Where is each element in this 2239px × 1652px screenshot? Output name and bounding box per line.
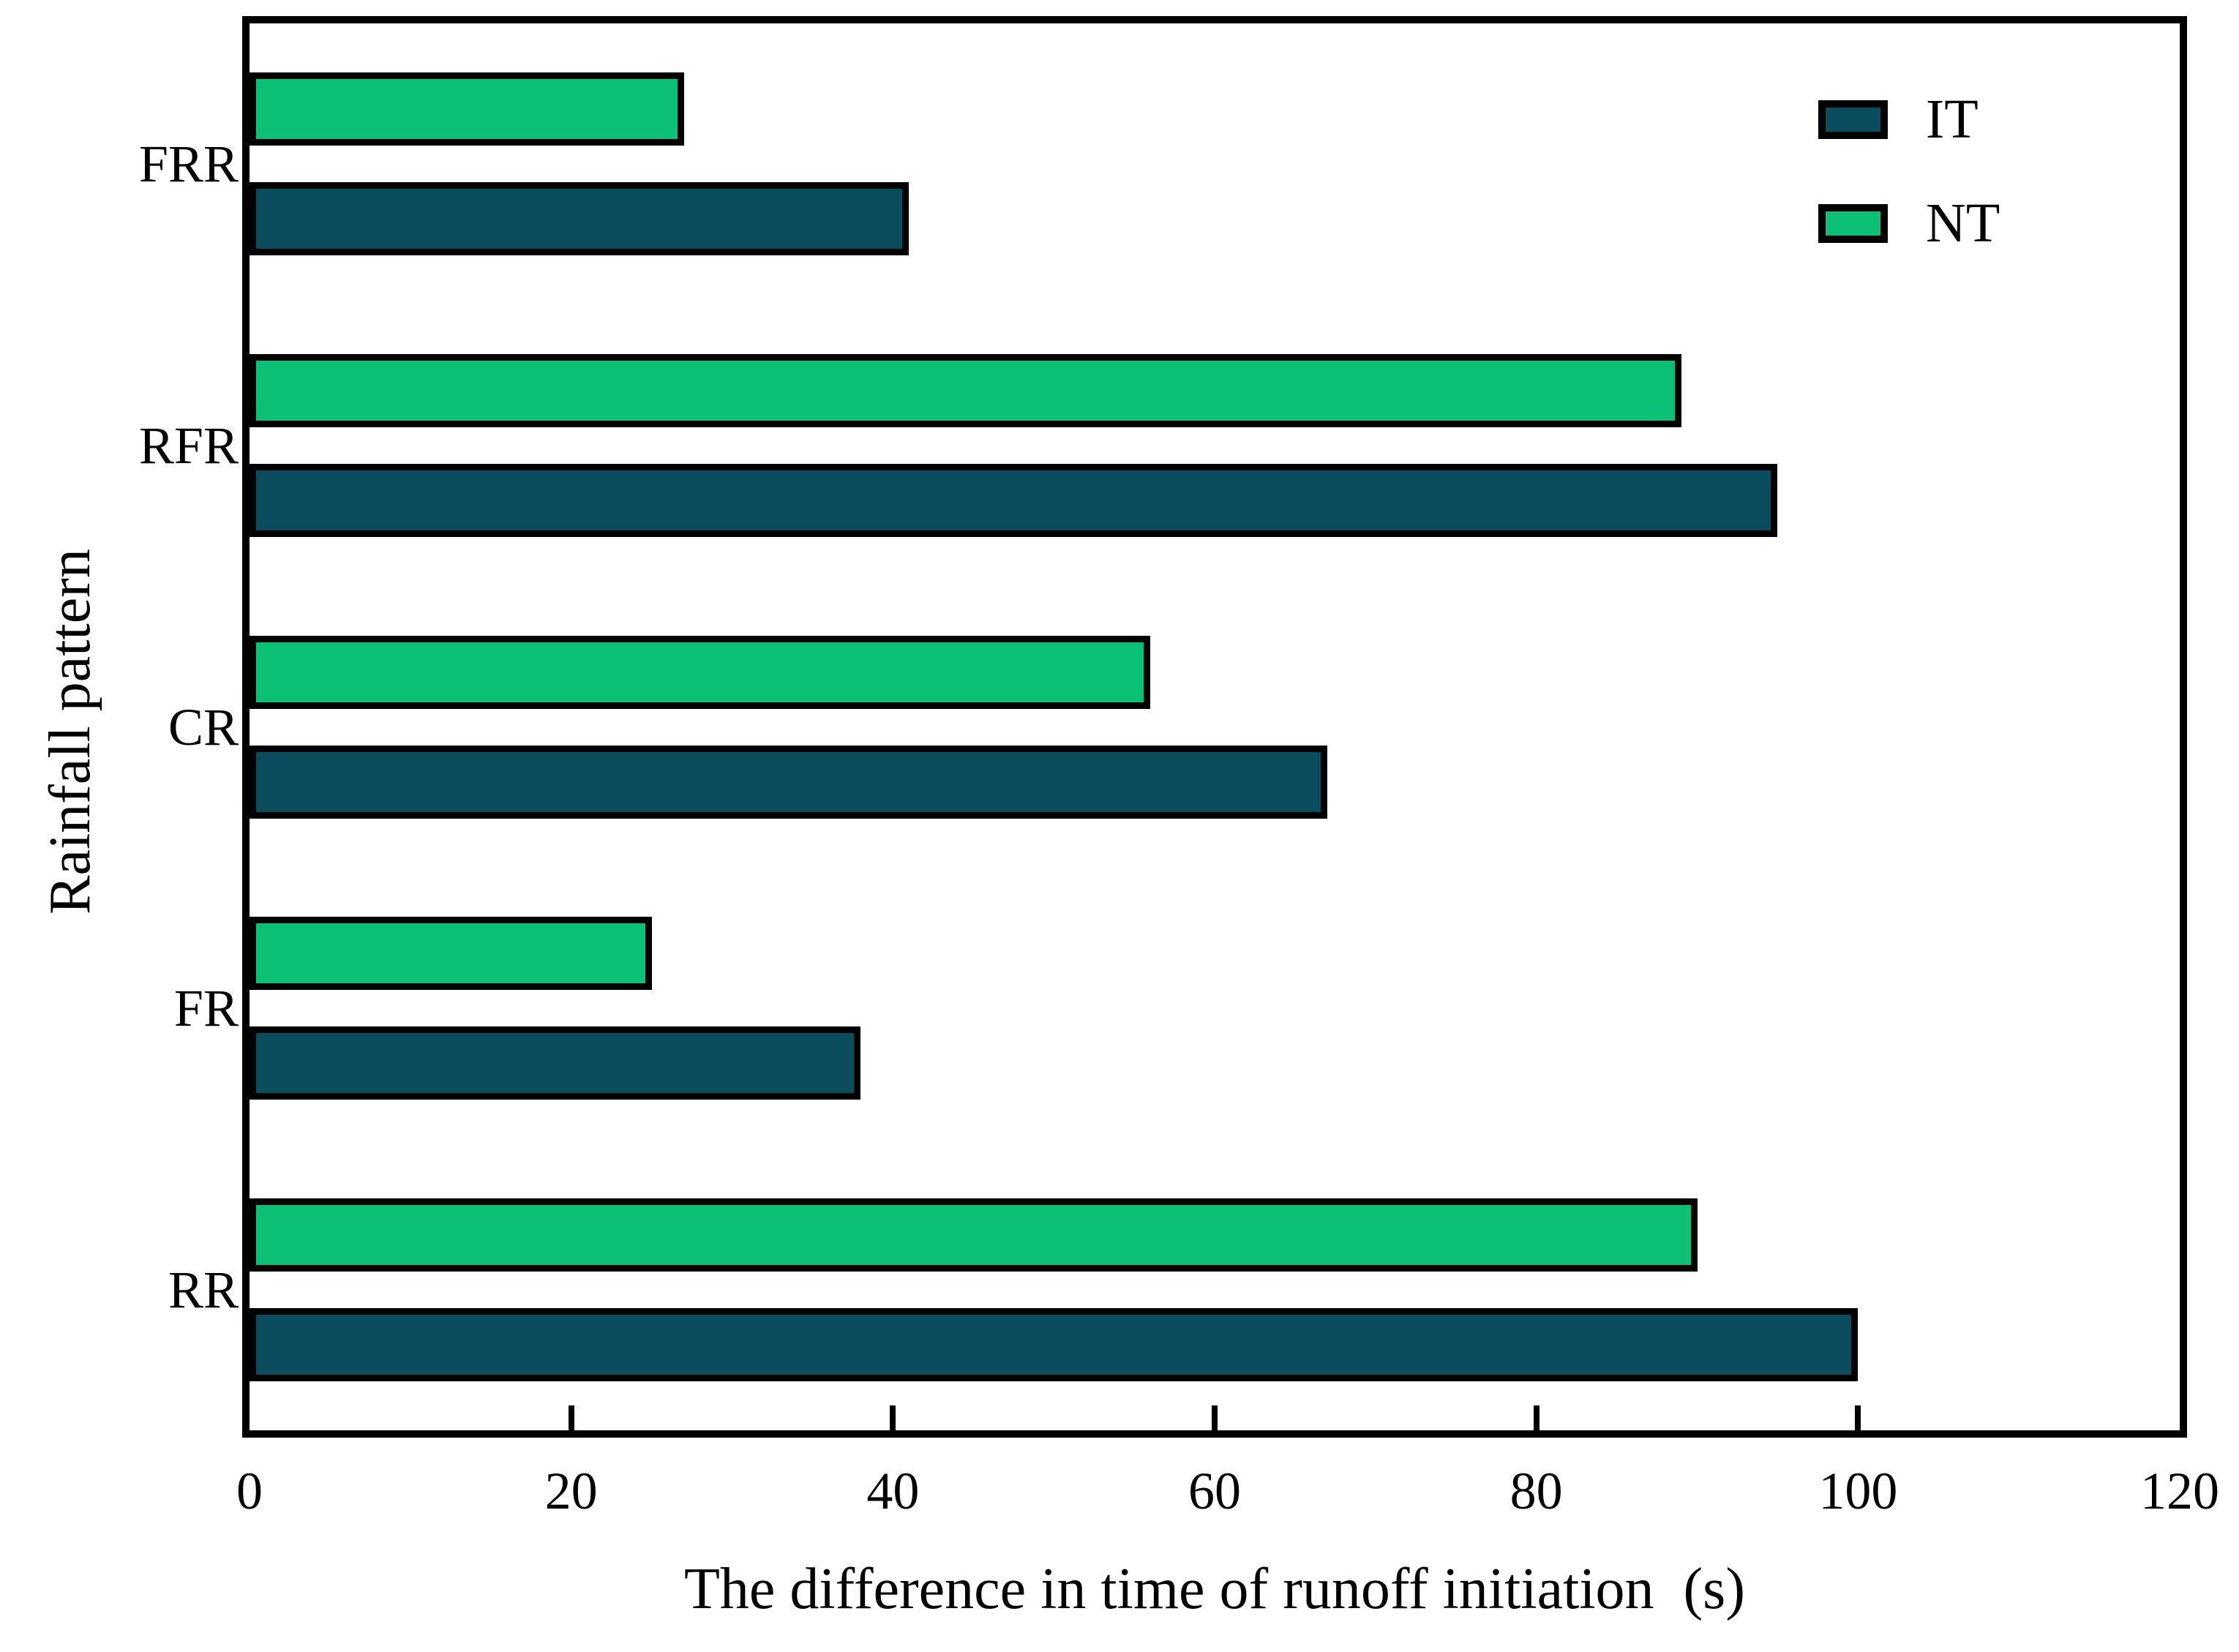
y-category-label-rr: RR — [168, 1260, 239, 1319]
x-tick-60 — [1212, 1405, 1218, 1430]
x-tick-100 — [1855, 1405, 1861, 1430]
y-category-label-fr: FR — [173, 979, 239, 1038]
bar-it-fr — [250, 1026, 861, 1100]
x-tick-label-100: 100 — [1818, 1462, 1898, 1520]
bar-it-cr — [250, 745, 1327, 819]
y-category-label-cr: CR — [168, 697, 239, 756]
legend-item-it: IT — [1818, 67, 2000, 171]
y-category-label-frr: FRR — [138, 135, 239, 194]
bar-it-rfr — [250, 463, 1778, 537]
x-tick-label-60: 60 — [1188, 1462, 1241, 1520]
bar-nt-frr — [250, 72, 684, 146]
x-tick-label-120: 120 — [2140, 1462, 2219, 1520]
x-tick-label-0: 0 — [236, 1462, 263, 1520]
bar-it-frr — [250, 182, 910, 256]
x-tick-label-40: 40 — [866, 1462, 920, 1520]
plot-area: IT NT — [242, 16, 2187, 1438]
legend-item-nt: NT — [1818, 171, 2000, 275]
legend-label-nt: NT — [1926, 192, 2000, 254]
legend-swatch-it — [1818, 100, 1888, 139]
x-tick-80 — [1533, 1405, 1539, 1430]
bar-nt-rfr — [250, 353, 1681, 427]
y-category-label-rfr: RFR — [138, 416, 239, 475]
x-tick-label-80: 80 — [1509, 1462, 1563, 1520]
bar-nt-cr — [250, 635, 1151, 709]
x-tick-20 — [568, 1405, 574, 1430]
legend-label-it: IT — [1926, 89, 1979, 150]
bar-nt-fr — [250, 917, 652, 991]
x-tick-label-20: 20 — [544, 1462, 598, 1520]
bar-nt-rr — [250, 1198, 1698, 1272]
bar-it-rr — [250, 1307, 1859, 1381]
legend: IT NT — [1818, 67, 2000, 275]
x-tick-40 — [890, 1405, 896, 1430]
x-axis-title: The difference in time of runoff initiat… — [684, 1557, 1745, 1621]
legend-swatch-nt — [1818, 203, 1888, 243]
